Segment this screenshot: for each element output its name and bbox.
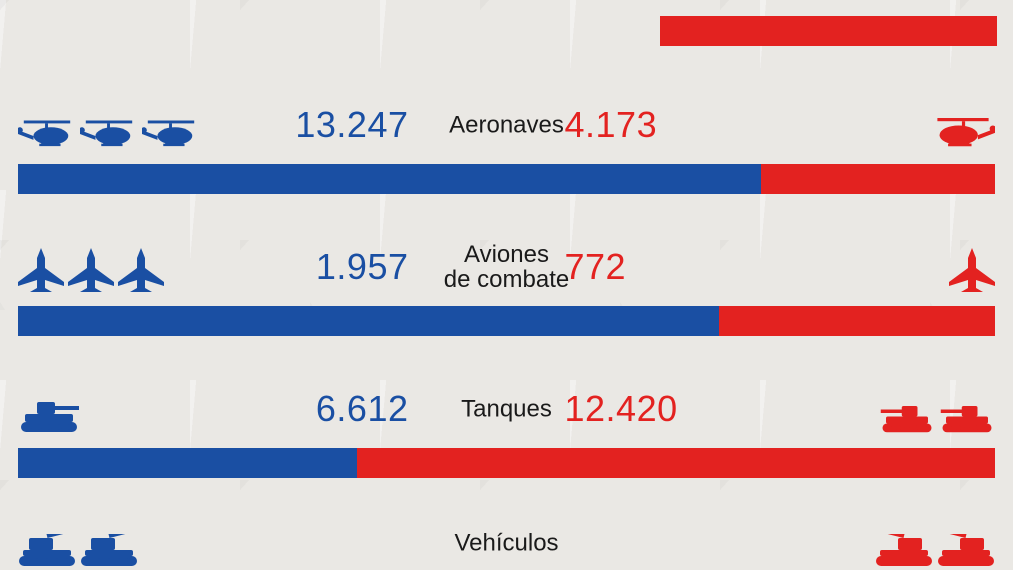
helicopter-icon [142, 120, 200, 150]
artillery-icon [937, 534, 995, 568]
category-row-aviones: 1.957 Aviones de combate772 [18, 238, 995, 336]
bar-left-segment [18, 306, 719, 336]
infographic-stage: 13.247 Aeronaves4.173 1.957 Aviones de comb… [0, 0, 1013, 570]
fighter-jet-icon [18, 248, 64, 292]
left-icons [18, 534, 138, 568]
right-icons [879, 406, 995, 434]
artillery-icon [18, 534, 76, 568]
category-row-vehiculos: Vehículos [18, 514, 995, 570]
right-icons [949, 248, 995, 292]
fighter-jet-icon [118, 248, 164, 292]
artillery-icon [875, 534, 933, 568]
right-icons [931, 118, 995, 150]
category-row-aeronaves: 13.247 Aeronaves4.173 [18, 96, 995, 194]
right-value: 12.420 [565, 388, 678, 430]
left-value: 6.612 [316, 388, 409, 430]
tank-icon [18, 402, 80, 434]
category-row-tanques: 6.612 Tanques 12.420 [18, 380, 995, 478]
artillery-icon [80, 534, 138, 568]
bar-left-segment [18, 164, 761, 194]
left-value: 1.957 [316, 246, 409, 288]
right-value: 772 [565, 246, 627, 288]
top-red-bar [660, 16, 997, 46]
left-icons [18, 120, 200, 150]
left-value: 13.247 [295, 104, 408, 146]
fighter-jet-icon [68, 248, 114, 292]
values-line: 6.612 Tanques 12.420 [18, 380, 995, 438]
right-value: 4.173 [565, 104, 658, 146]
values-line: 1.957 Aviones de combate772 [18, 238, 995, 296]
values-line: 13.247 Aeronaves4.173 [18, 96, 995, 154]
fighter-jet-icon [949, 248, 995, 292]
comparison-bar [18, 164, 995, 194]
helicopter-icon [80, 120, 138, 150]
bar-right-segment [357, 448, 995, 478]
right-icons [875, 534, 995, 568]
tank-icon [879, 406, 935, 434]
tank-icon [939, 406, 995, 434]
category-label: Aeronaves [449, 112, 564, 137]
bar-left-segment [18, 448, 357, 478]
category-label: Vehículos [454, 530, 558, 555]
helicopter-icon [18, 120, 76, 150]
values-line: Vehículos [18, 514, 995, 570]
category-label: Tanques [461, 396, 552, 421]
left-icons [18, 248, 164, 292]
bar-right-segment [719, 306, 995, 336]
left-icons [18, 402, 80, 434]
comparison-bar [18, 448, 995, 478]
helicopter-icon [931, 118, 995, 150]
category-label: Aviones de combate [444, 242, 569, 292]
bar-right-segment [761, 164, 995, 194]
comparison-bar [18, 306, 995, 336]
